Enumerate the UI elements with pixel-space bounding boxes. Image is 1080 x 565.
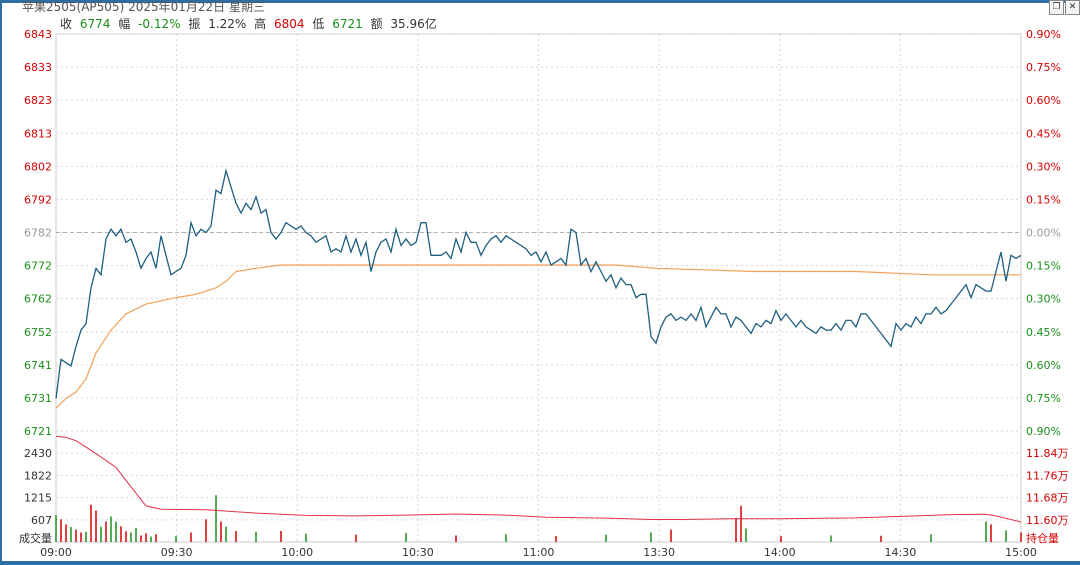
time-tick-label: 10:00 (281, 546, 313, 559)
volume-tick-label: 607 (31, 514, 52, 527)
time-tick-label: 14:30 (885, 546, 917, 559)
price-tick-label: 6802 (24, 160, 52, 173)
price-tick-label: 6772 (24, 260, 52, 273)
price-tick-label: 6741 (24, 359, 52, 372)
volume-axis-label: 成交量 (19, 531, 52, 545)
close-value: 6774 (79, 17, 111, 31)
close-label: 收 (60, 17, 73, 31)
price-tick-label: 6731 (24, 392, 52, 405)
time-tick-label: 13:30 (643, 546, 675, 559)
time-tick-label: 15:00 (1005, 546, 1037, 559)
amplitude-label: 振 (188, 17, 201, 31)
average-price-line (55, 264, 1021, 409)
price-tick-label: 6752 (24, 326, 52, 339)
restore-icon[interactable]: ❐ (1049, 0, 1064, 15)
window-bottom-border (0, 561, 1080, 565)
percent-tick-label: 0.60% (1026, 94, 1061, 107)
low-label: 低 (312, 17, 325, 31)
percent-tick-label: 0.45% (1026, 127, 1061, 140)
time-tick-label: 14:00 (764, 546, 796, 559)
percent-tick-label: 0.75% (1026, 61, 1061, 74)
price-tick-label: 6762 (24, 293, 52, 306)
price-summary: 收 6774 幅 -0.12% 振 1.22% 高 6804 低 6721 额 … (60, 15, 441, 32)
open-interest-axis-label: 持仓量 (1026, 531, 1059, 545)
high-value: 6804 (273, 17, 305, 31)
price-tick-label: 6833 (24, 61, 52, 74)
chart-title: 苹果2505(AP505) 2025年01月22日 星期三 (22, 0, 265, 14)
percent-tick-label: 0.90% (1026, 28, 1061, 41)
percent-tick-label: 0.75% (1026, 392, 1061, 405)
percent-tick-label: 0.15% (1026, 193, 1061, 206)
volume-tick-label: 2430 (24, 447, 52, 460)
open-interest-tick-label: 11.68万 (1026, 492, 1069, 505)
low-value: 6721 (332, 17, 363, 31)
percent-tick-label: 0.15% (1026, 260, 1061, 273)
open-interest-tick-label: 11.84万 (1026, 447, 1069, 460)
window-top-border (0, 0, 1080, 3)
volume-tick-label: 1215 (24, 492, 52, 505)
percent-tick-label: 0.30% (1026, 293, 1061, 306)
time-tick-label: 11:00 (523, 546, 555, 559)
high-label: 高 (254, 17, 267, 31)
amplitude-value: 1.22% (208, 17, 247, 31)
price-tick-label: 6823 (24, 94, 52, 107)
percent-tick-label: 0.00% (1026, 227, 1061, 240)
percent-tick-label: 0.90% (1026, 425, 1061, 438)
price-tick-label: 6721 (24, 425, 52, 438)
percent-tick-label: 0.45% (1026, 326, 1061, 339)
turnover-value: 35.96亿 (390, 17, 437, 31)
price-tick-label: 6843 (24, 28, 52, 41)
time-tick-label: 09:00 (40, 546, 72, 559)
change-label: 幅 (118, 17, 131, 31)
turnover-label: 额 (370, 17, 383, 31)
open-interest-line (55, 435, 1022, 523)
time-tick-label: 10:30 (402, 546, 434, 559)
change-value: -0.12% (138, 17, 181, 31)
price-line (55, 168, 1022, 399)
open-interest-tick-label: 11.60万 (1026, 514, 1069, 527)
close-icon[interactable]: ✕ (1065, 0, 1080, 15)
percent-tick-label: 0.30% (1026, 160, 1061, 173)
volume-tick-label: 1822 (24, 469, 52, 482)
window-left-border (0, 0, 2, 565)
open-interest-tick-label: 11.76万 (1026, 469, 1069, 482)
price-tick-label: 6813 (24, 127, 52, 140)
price-tick-label: 6782 (24, 227, 52, 240)
price-tick-label: 6792 (24, 193, 52, 206)
percent-tick-label: 0.60% (1026, 359, 1061, 372)
time-tick-label: 09:30 (161, 546, 193, 559)
